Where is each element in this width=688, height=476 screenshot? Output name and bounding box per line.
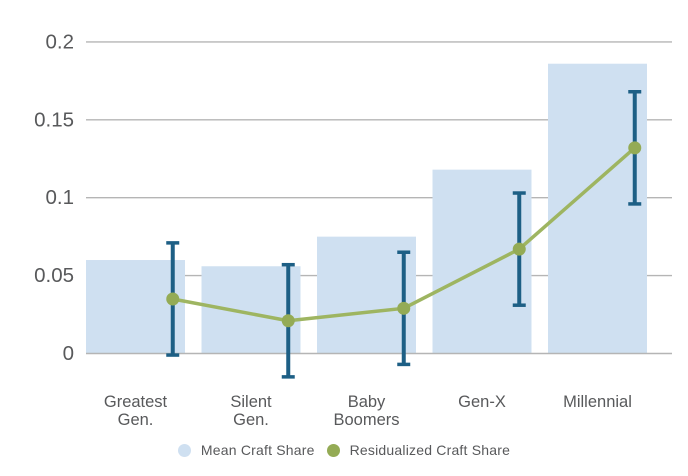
line-point — [397, 301, 411, 315]
chart-plot-area: 0 0.05 0.1 0.15 0.2 Greatest Gen. Silent Gen. Bab… — [34, 30, 672, 429]
y-tick-label: 0.15 — [34, 108, 74, 131]
x-axis-label: Baby Boomers — [333, 393, 399, 429]
bar-baby-boomers — [317, 236, 416, 354]
legend-label-residualized-craft-share: Residualized Craft Share — [349, 442, 511, 458]
line-point — [628, 141, 642, 155]
line-point — [166, 292, 180, 306]
legend-label-mean-craft-share: Mean Craft Share — [200, 442, 315, 458]
x-axis-label: Greatest Gen. — [104, 393, 168, 429]
chart-legend: Mean Craft Share Residualized Craft Shar… — [0, 437, 688, 463]
legend-swatch-mean-craft-share-icon — [177, 443, 191, 457]
y-tick-label: 0.05 — [34, 264, 74, 287]
y-tick-label: 0.2 — [46, 30, 75, 53]
y-tick-label: 0.1 — [46, 186, 75, 209]
bar-gen-x — [432, 169, 532, 354]
legend-swatch-residualized-craft-share-icon — [326, 443, 340, 457]
line-point — [281, 314, 295, 328]
x-axis-label: Gen-X — [458, 393, 506, 411]
bar-greatest-gen- — [86, 260, 185, 354]
legend-item-residualized-craft-share: Residualized Craft Share — [326, 442, 511, 458]
line-point — [512, 242, 526, 256]
x-axis-label: Silent Gen. — [230, 393, 272, 429]
x-axis-label: Millennial — [563, 393, 632, 411]
y-tick-label: 0 — [63, 342, 74, 365]
legend-item-mean-craft-share: Mean Craft Share — [177, 442, 315, 458]
bar-silent-gen- — [201, 266, 301, 354]
